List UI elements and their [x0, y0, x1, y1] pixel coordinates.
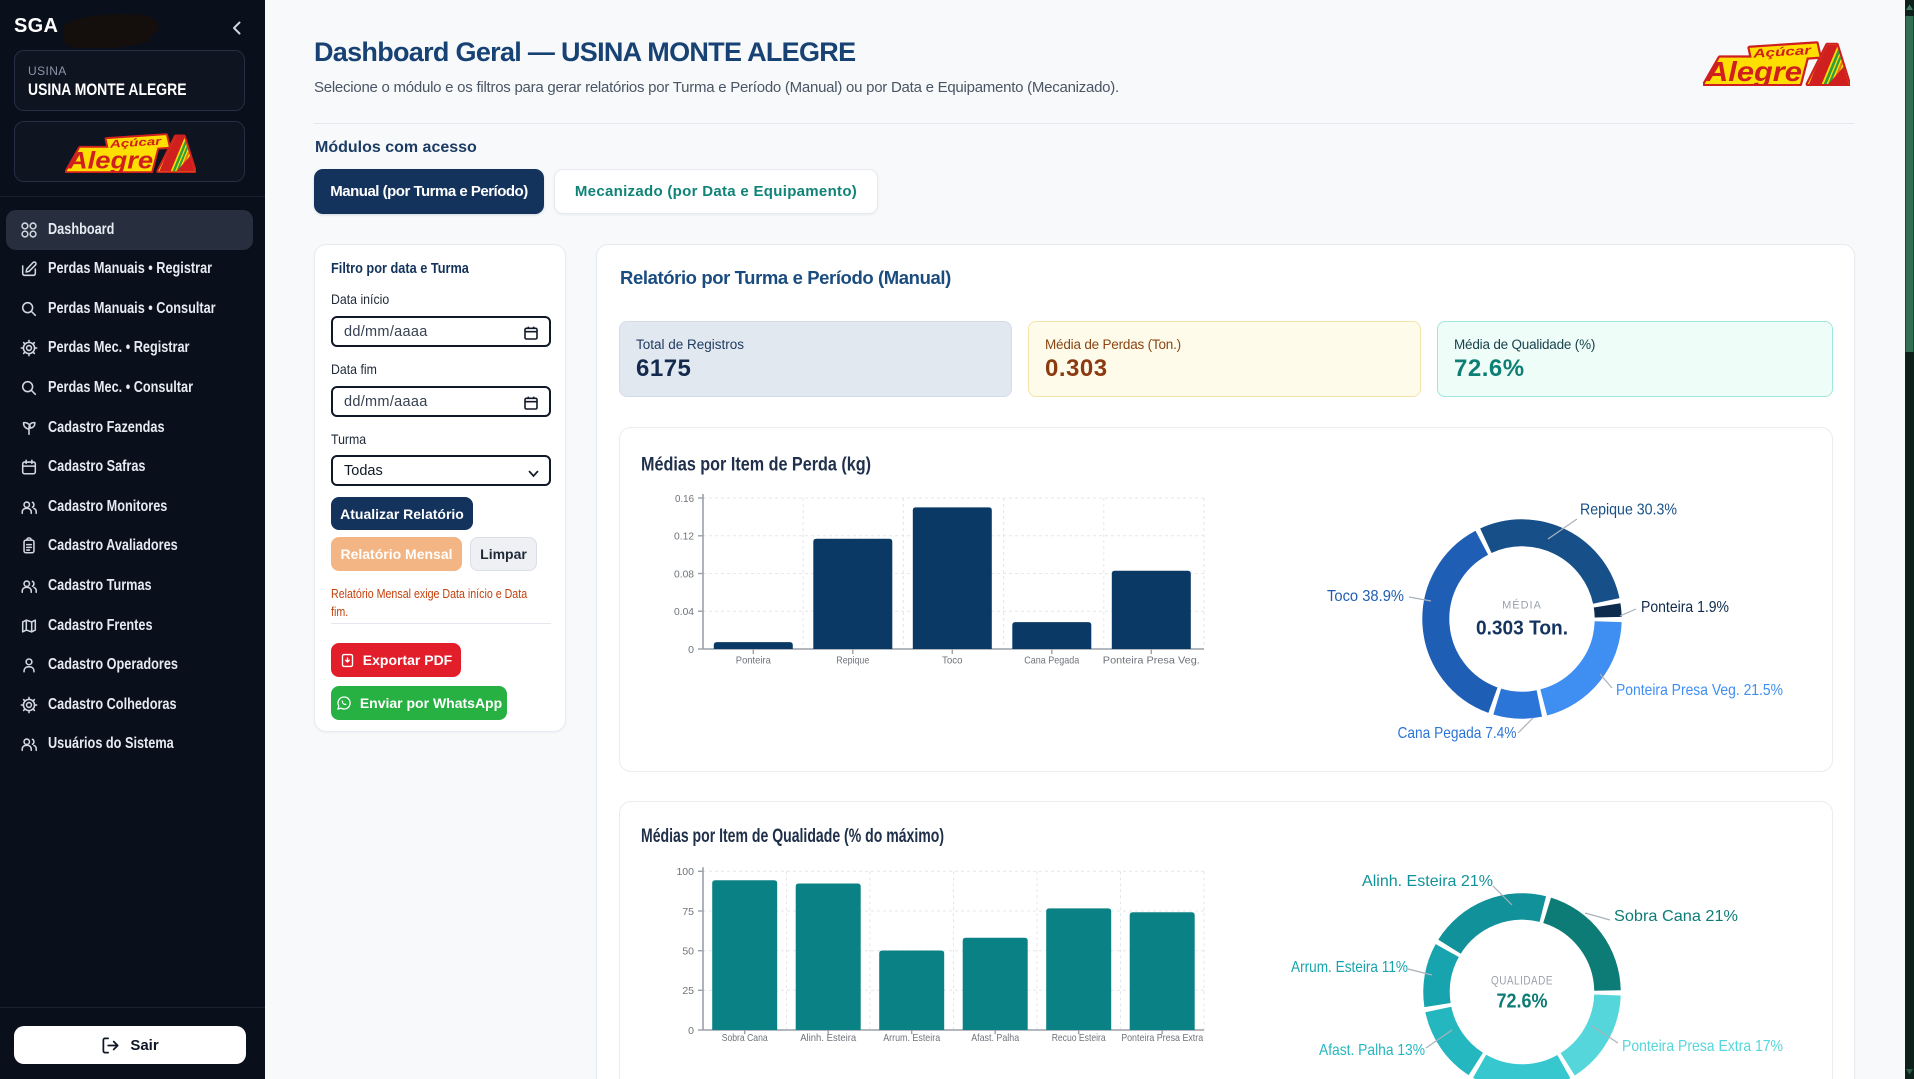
svg-text:0.303 Ton.: 0.303 Ton. [1476, 618, 1568, 640]
svg-text:100: 100 [676, 866, 694, 878]
svg-text:Médias por Item de Perda (kg): Médias por Item de Perda (kg) [641, 454, 871, 476]
svg-text:Alinh. Esteira 21%: Alinh. Esteira 21% [1362, 873, 1493, 890]
svg-text:25: 25 [682, 985, 694, 997]
svg-text:75: 75 [682, 906, 694, 918]
svg-text:Ponteira Presa Extra: Ponteira Presa Extra [1121, 1032, 1203, 1044]
svg-text:0.16: 0.16 [675, 493, 694, 505]
svg-text:Arrum. Esteira: Arrum. Esteira [883, 1032, 940, 1044]
svg-text:Médias por Item de Qualidade (: Médias por Item de Qualidade (% do máxim… [641, 825, 944, 847]
svg-text:Cana Pegada 7.4%: Cana Pegada 7.4% [1398, 725, 1517, 742]
svg-text:Afast. Palha 13%: Afast. Palha 13% [1319, 1042, 1425, 1059]
svg-text:Alegre: Alegre [1705, 56, 1802, 86]
svg-text:0.04: 0.04 [674, 606, 694, 618]
svg-text:0.12: 0.12 [674, 531, 694, 543]
svg-text:Ponteira Presa Extra 17%: Ponteira Presa Extra 17% [1622, 1038, 1783, 1055]
svg-text:Cana Pegada: Cana Pegada [1024, 655, 1079, 667]
svg-text:Açúcar: Açúcar [108, 136, 162, 151]
svg-text:Alinh. Esteira: Alinh. Esteira [800, 1032, 856, 1044]
svg-text:72.6%: 72.6% [1497, 991, 1548, 1013]
svg-text:0: 0 [688, 1025, 694, 1037]
svg-text:Ponteira Presa Veg.: Ponteira Presa Veg. [1103, 655, 1200, 667]
svg-text:Ponteira Presa Veg. 21.5%: Ponteira Presa Veg. 21.5% [1616, 682, 1783, 699]
svg-text:0.08: 0.08 [674, 568, 694, 580]
svg-text:Toco 38.9%: Toco 38.9% [1327, 588, 1404, 605]
svg-text:50: 50 [682, 946, 694, 958]
svg-text:0: 0 [688, 644, 694, 656]
svg-text:MÉDIA: MÉDIA [1502, 598, 1542, 611]
svg-text:Repique 30.3%: Repique 30.3% [1580, 502, 1677, 519]
svg-text:Alegre: Alegre [67, 148, 153, 173]
svg-text:Toco: Toco [942, 655, 963, 667]
svg-text:Sobra Cana: Sobra Cana [722, 1032, 768, 1044]
svg-text:Afast. Palha: Afast. Palha [971, 1032, 1019, 1044]
svg-text:QUALIDADE: QUALIDADE [1491, 974, 1553, 988]
svg-text:Arrum. Esteira 11%: Arrum. Esteira 11% [1291, 959, 1408, 976]
svg-text:Ponteira 1.9%: Ponteira 1.9% [1641, 599, 1729, 616]
svg-text:Sobra Cana 21%: Sobra Cana 21% [1614, 908, 1738, 925]
svg-text:Ponteira: Ponteira [736, 655, 771, 667]
svg-text:Açúcar: Açúcar [1751, 43, 1813, 61]
svg-text:Repique: Repique [836, 655, 869, 667]
svg-text:Recuo Esteira: Recuo Esteira [1052, 1032, 1106, 1044]
